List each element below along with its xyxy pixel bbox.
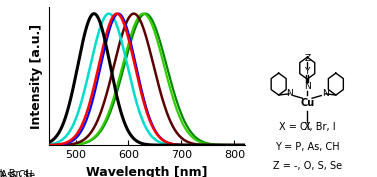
Text: N: N bbox=[322, 89, 329, 98]
Text: X = Cl, Br, I: X = Cl, Br, I bbox=[0, 169, 29, 177]
Y-axis label: Intensity [a.u.]: Intensity [a.u.] bbox=[31, 24, 43, 129]
Text: Y: Y bbox=[305, 67, 310, 76]
Text: Z = -, O, S, Se: Z = -, O, S, Se bbox=[273, 161, 342, 171]
Text: Cu: Cu bbox=[300, 98, 314, 108]
Text: N: N bbox=[304, 82, 311, 91]
Text: Y = P, As, CH: Y = P, As, CH bbox=[0, 170, 33, 177]
Text: Y = P, As, CH: Y = P, As, CH bbox=[275, 142, 340, 152]
X-axis label: Wavelength [nm]: Wavelength [nm] bbox=[86, 165, 208, 177]
Text: Z: Z bbox=[304, 54, 310, 63]
Text: N: N bbox=[286, 89, 293, 98]
Text: X = Cl, Br, I: X = Cl, Br, I bbox=[279, 122, 336, 132]
Text: X: X bbox=[304, 122, 311, 132]
Text: Z = -, O, S, Se: Z = -, O, S, Se bbox=[0, 170, 35, 177]
